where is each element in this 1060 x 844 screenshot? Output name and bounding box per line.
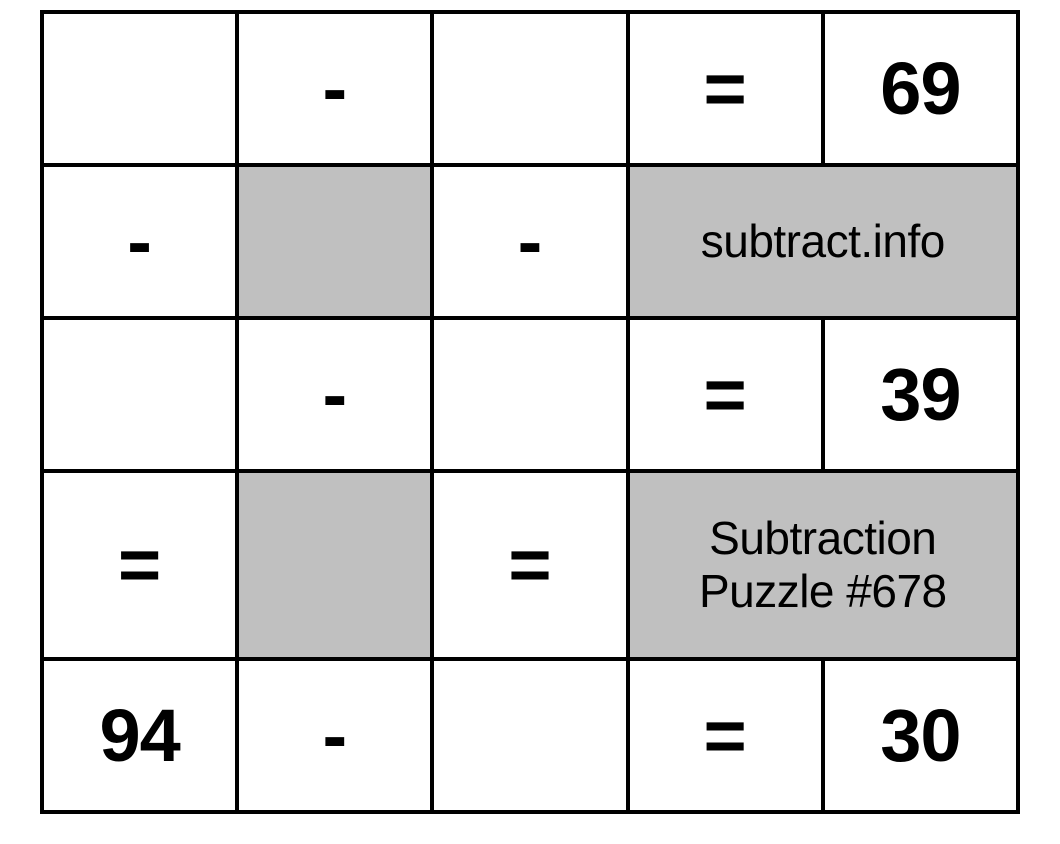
cell-r3c2-minus: - xyxy=(237,318,432,471)
cell-r1c5-value: 69 xyxy=(823,12,1018,165)
cell-r2c2-shaded xyxy=(237,165,432,318)
cell-r3c3[interactable] xyxy=(432,318,627,471)
cell-r4c1-equals: = xyxy=(42,471,237,660)
cell-r3c1[interactable] xyxy=(42,318,237,471)
table-row: = = Subtraction Puzzle #678 xyxy=(42,471,1018,660)
cell-r4c3-equals: = xyxy=(432,471,627,660)
table-row: - - subtract.info xyxy=(42,165,1018,318)
table-row: 94 - = 30 xyxy=(42,659,1018,812)
cell-r5c5-value: 30 xyxy=(823,659,1018,812)
subtraction-puzzle-grid: - = 69 - - subtract.info - = 39 = = Subt… xyxy=(40,10,1020,814)
cell-r4c2-shaded xyxy=(237,471,432,660)
cell-r1c1[interactable] xyxy=(42,12,237,165)
cell-r5c2-minus: - xyxy=(237,659,432,812)
cell-r2c1-minus: - xyxy=(42,165,237,318)
cell-r3c4-equals: = xyxy=(628,318,823,471)
cell-r5c4-equals: = xyxy=(628,659,823,812)
site-info: subtract.info xyxy=(628,165,1018,318)
cell-r3c5-value: 39 xyxy=(823,318,1018,471)
puzzle-container: - = 69 - - subtract.info - = 39 = = Subt… xyxy=(0,0,1060,844)
cell-r1c4-equals: = xyxy=(628,12,823,165)
cell-r1c2-minus: - xyxy=(237,12,432,165)
table-row: - = 69 xyxy=(42,12,1018,165)
cell-r5c3[interactable] xyxy=(432,659,627,812)
cell-r5c1-value: 94 xyxy=(42,659,237,812)
table-row: - = 39 xyxy=(42,318,1018,471)
cell-r1c3[interactable] xyxy=(432,12,627,165)
puzzle-title: Subtraction Puzzle #678 xyxy=(628,471,1018,660)
puzzle-title-line1: Subtraction xyxy=(709,512,936,564)
cell-r2c3-minus: - xyxy=(432,165,627,318)
puzzle-title-line2: Puzzle #678 xyxy=(699,565,947,617)
